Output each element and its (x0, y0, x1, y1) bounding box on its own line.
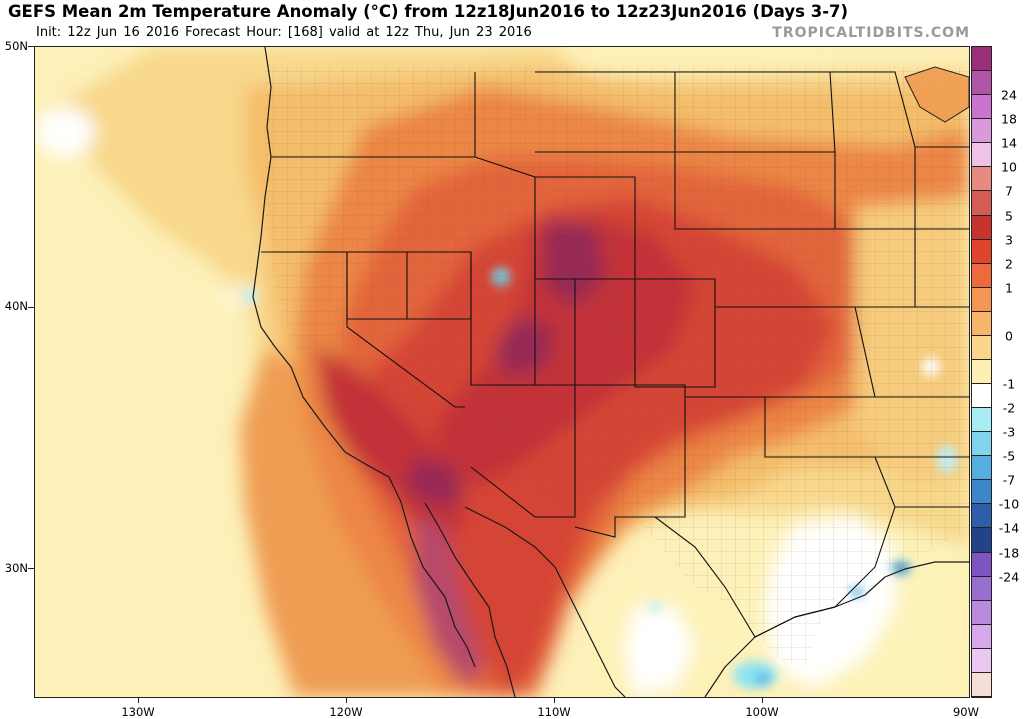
colorbar-segment (972, 119, 991, 144)
colorbar-segment (972, 311, 991, 336)
colorbar-label: -7 (1002, 472, 1016, 488)
lon-tick (554, 698, 555, 703)
colorbar-label: -14 (998, 520, 1020, 536)
lat-tick (28, 307, 34, 308)
lat-tick (28, 568, 34, 569)
colorbar-segment (972, 287, 991, 312)
colorbar-label: -2 (1002, 400, 1016, 416)
lon-label-90w: 90W (952, 705, 980, 719)
colorbar-segment (972, 408, 991, 433)
colorbar-segment (972, 648, 991, 673)
lon-label-120w: 120W (329, 705, 363, 719)
colorbar-segment (972, 456, 991, 481)
colorbar-label: 1 (1005, 280, 1013, 296)
colorbar-label: -24 (998, 569, 1020, 585)
colorbar-segment (972, 528, 991, 553)
county-boundaries (265, 67, 969, 667)
anomaly-map (35, 47, 969, 697)
lat-tick (28, 46, 34, 47)
map-title: GEFS Mean 2m Temperature Anomaly (°C) fr… (8, 2, 849, 21)
colorbar-label: -10 (998, 496, 1020, 512)
colorbar-segment (972, 600, 991, 625)
colorbar-label: 3 (1005, 232, 1013, 248)
colorbar-segment (972, 47, 991, 72)
colorbar-segment (972, 384, 991, 409)
colorbar-label: -1 (1002, 376, 1016, 392)
lat-label-50n: 50N (4, 39, 28, 53)
colorbar-label: 10 (1001, 159, 1017, 175)
colorbar-segment (972, 71, 991, 96)
colorbar-segment (972, 191, 991, 216)
lon-label-130w: 130W (121, 705, 155, 719)
colorbar-segment (972, 263, 991, 288)
colorbar-segment (972, 552, 991, 577)
colorbar-segment (972, 239, 991, 264)
colorbar-segment (972, 95, 991, 120)
colorbar-segment (972, 480, 991, 505)
lon-tick (138, 698, 139, 703)
lon-tick (346, 698, 347, 703)
colorbar-label: 7 (1005, 183, 1013, 199)
lon-tick (762, 698, 763, 703)
colorbar-segment (972, 624, 991, 649)
brand-watermark: TROPICALTIDBITS.COM (772, 25, 970, 41)
coastlines (252, 47, 969, 697)
colorbar-segment (972, 576, 991, 601)
colorbar-label: 2 (1005, 256, 1013, 272)
colorbar (971, 46, 992, 698)
colorbar-label: 14 (1001, 135, 1017, 151)
lat-label-30n: 30N (4, 561, 28, 575)
map-subtitle: Init: 12z Jun 16 2016 Forecast Hour: [16… (36, 25, 532, 40)
map-panel[interactable] (34, 46, 970, 698)
colorbar-label: 0 (1005, 328, 1013, 344)
colorbar-segment (972, 335, 991, 360)
colorbar-label: -5 (1002, 448, 1016, 464)
colorbar-label: 18 (1001, 111, 1017, 127)
state-boundaries (261, 71, 969, 638)
colorbar-label: 24 (1001, 87, 1017, 103)
colorbar-segment (972, 143, 991, 168)
lat-label-40n: 40N (4, 299, 28, 313)
colorbar-label: -3 (1002, 424, 1016, 440)
lake-superior (904, 66, 969, 123)
colorbar-segment (972, 432, 991, 457)
colorbar-segment (972, 672, 991, 697)
lon-label-100w: 100W (745, 705, 779, 719)
colorbar-segment (972, 215, 991, 240)
colorbar-segment (972, 167, 991, 192)
colorbar-segment (972, 504, 991, 529)
colorbar-segment (972, 359, 991, 385)
colorbar-label: 5 (1005, 208, 1013, 224)
lon-label-110w: 110W (537, 705, 571, 719)
colorbar-label: -18 (998, 545, 1020, 561)
